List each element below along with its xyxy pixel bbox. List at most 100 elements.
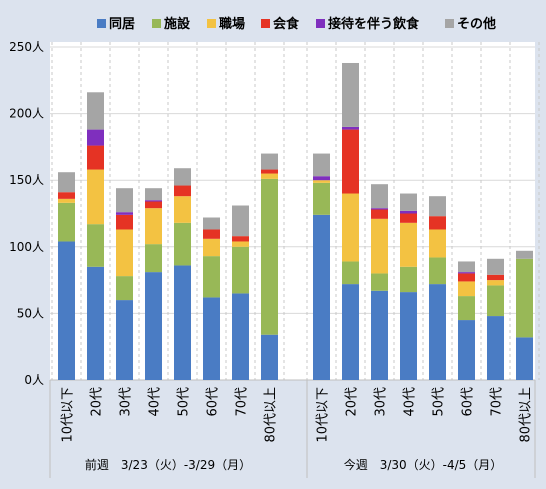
bar-segment-職場 (261, 173, 278, 179)
legend-label: 同居 (109, 17, 135, 32)
bar-segment-同居 (58, 241, 75, 380)
bar-segment-その他 (58, 172, 75, 193)
bar-segment-会食 (145, 201, 162, 209)
legend-swatch (316, 19, 325, 28)
bar-segment-同居 (174, 265, 191, 380)
bar-segment-会食 (116, 214, 133, 230)
bar-segment-施設 (116, 276, 133, 301)
bar-segment-会食 (174, 185, 191, 197)
bar-segment-同居 (342, 284, 359, 380)
group-label: 前週 3/23（火）-3/29（月） (85, 457, 251, 472)
bar-segment-同居 (203, 297, 220, 380)
bar-segment-接待を伴う飲食 (313, 176, 330, 181)
bar-segment-職場 (487, 280, 504, 286)
bar-segment-施設 (487, 285, 504, 317)
bar-segment-会食 (261, 169, 278, 174)
bar-segment-同居 (487, 316, 504, 380)
bar-segment-施設 (203, 256, 220, 298)
x-tick-label: 80代以上 (264, 387, 279, 443)
bar-segment-同居 (458, 320, 475, 380)
bar-segment-会食 (87, 145, 104, 170)
bar-segment-会食 (458, 273, 475, 282)
bar-segment-接待を伴う飲食 (342, 126, 359, 130)
bar-segment-職場 (232, 241, 249, 247)
y-tick-label: 150人 (9, 173, 44, 187)
group-label: 今週 3/30（火）-4/5（月） (344, 457, 503, 472)
bar-segment-職場 (313, 180, 330, 183)
bar-segment-施設 (429, 257, 446, 285)
y-tick-label: 200人 (9, 107, 44, 121)
x-tick-label: 50代 (432, 387, 447, 417)
bar-segment-同居 (400, 292, 417, 380)
bar-segment-施設 (174, 222, 191, 266)
bar-segment-施設 (145, 244, 162, 273)
bar-segment-職場 (145, 208, 162, 245)
bar-segment-職場 (87, 169, 104, 225)
bar-segment-施設 (516, 258, 533, 338)
x-tick-label: 20代 (90, 387, 105, 417)
legend-swatch (261, 19, 270, 28)
legend-label: 職場 (219, 16, 245, 32)
bar-segment-接待を伴う飲食 (116, 212, 133, 215)
bar-segment-その他 (313, 153, 330, 177)
bar-segment-その他 (261, 153, 278, 170)
x-tick-label: 40代 (403, 387, 418, 417)
legend-label: 接待を伴う飲食 (328, 16, 420, 32)
bar-segment-その他 (429, 196, 446, 217)
bar-segment-その他 (232, 205, 249, 237)
bar-segment-同居 (371, 290, 388, 380)
bar-segment-同居 (261, 334, 278, 380)
bar-segment-その他 (400, 193, 417, 211)
bar-segment-施設 (232, 246, 249, 294)
bar-segment-職場 (371, 218, 388, 274)
bar-segment-職場 (58, 198, 75, 203)
bar-segment-施設 (400, 266, 417, 293)
x-tick-label: 60代 (206, 387, 221, 417)
bar-segment-その他 (145, 188, 162, 201)
bar-segment-施設 (458, 296, 475, 321)
x-tick-label: 70代 (490, 387, 505, 417)
bar-segment-会食 (232, 236, 249, 242)
bar-segment-会食 (371, 209, 388, 219)
bar-segment-会食 (342, 129, 359, 194)
legend-label: その他 (457, 16, 496, 32)
bar-segment-施設 (87, 224, 104, 267)
bar-segment-同居 (145, 272, 162, 380)
x-tick-label: 50代 (177, 387, 192, 417)
legend-swatch (445, 19, 454, 28)
bar-segment-会食 (203, 229, 220, 239)
y-tick-label: 50人 (17, 306, 44, 320)
bar-segment-その他 (87, 92, 104, 130)
bar-segment-その他 (116, 188, 133, 213)
bar-segment-施設 (58, 202, 75, 242)
bar-segment-同居 (87, 266, 104, 380)
y-tick-label: 100人 (9, 240, 44, 254)
x-tick-label: 70代 (235, 387, 250, 417)
bar-segment-その他 (174, 168, 191, 186)
bar-segment-施設 (261, 178, 278, 335)
x-tick-label: 10代以下 (316, 387, 331, 443)
legend-swatch (152, 19, 161, 28)
bar-segment-同居 (516, 337, 533, 380)
x-tick-label: 80代以上 (519, 387, 534, 443)
bar-segment-接待を伴う飲食 (458, 272, 475, 274)
y-tick-label: 250人 (9, 40, 44, 54)
bar-segment-会食 (58, 192, 75, 199)
bar-segment-その他 (203, 217, 220, 230)
bar-segment-職場 (342, 193, 359, 262)
bar-segment-接待を伴う飲食 (87, 129, 104, 146)
bar-segment-同居 (313, 214, 330, 380)
bar-segment-職場 (400, 222, 417, 267)
bar-segment-会食 (400, 213, 417, 223)
x-tick-label: 30代 (119, 387, 134, 417)
bar-segment-接待を伴う飲食 (145, 200, 162, 202)
bar-segment-会食 (487, 274, 504, 281)
x-tick-label: 20代 (345, 387, 360, 417)
y-tick-label: 0人 (24, 373, 44, 387)
bar-segment-同居 (116, 300, 133, 380)
bar-segment-接待を伴う飲食 (400, 210, 417, 214)
bar-segment-会食 (429, 216, 446, 230)
bar-segment-同居 (232, 293, 249, 380)
